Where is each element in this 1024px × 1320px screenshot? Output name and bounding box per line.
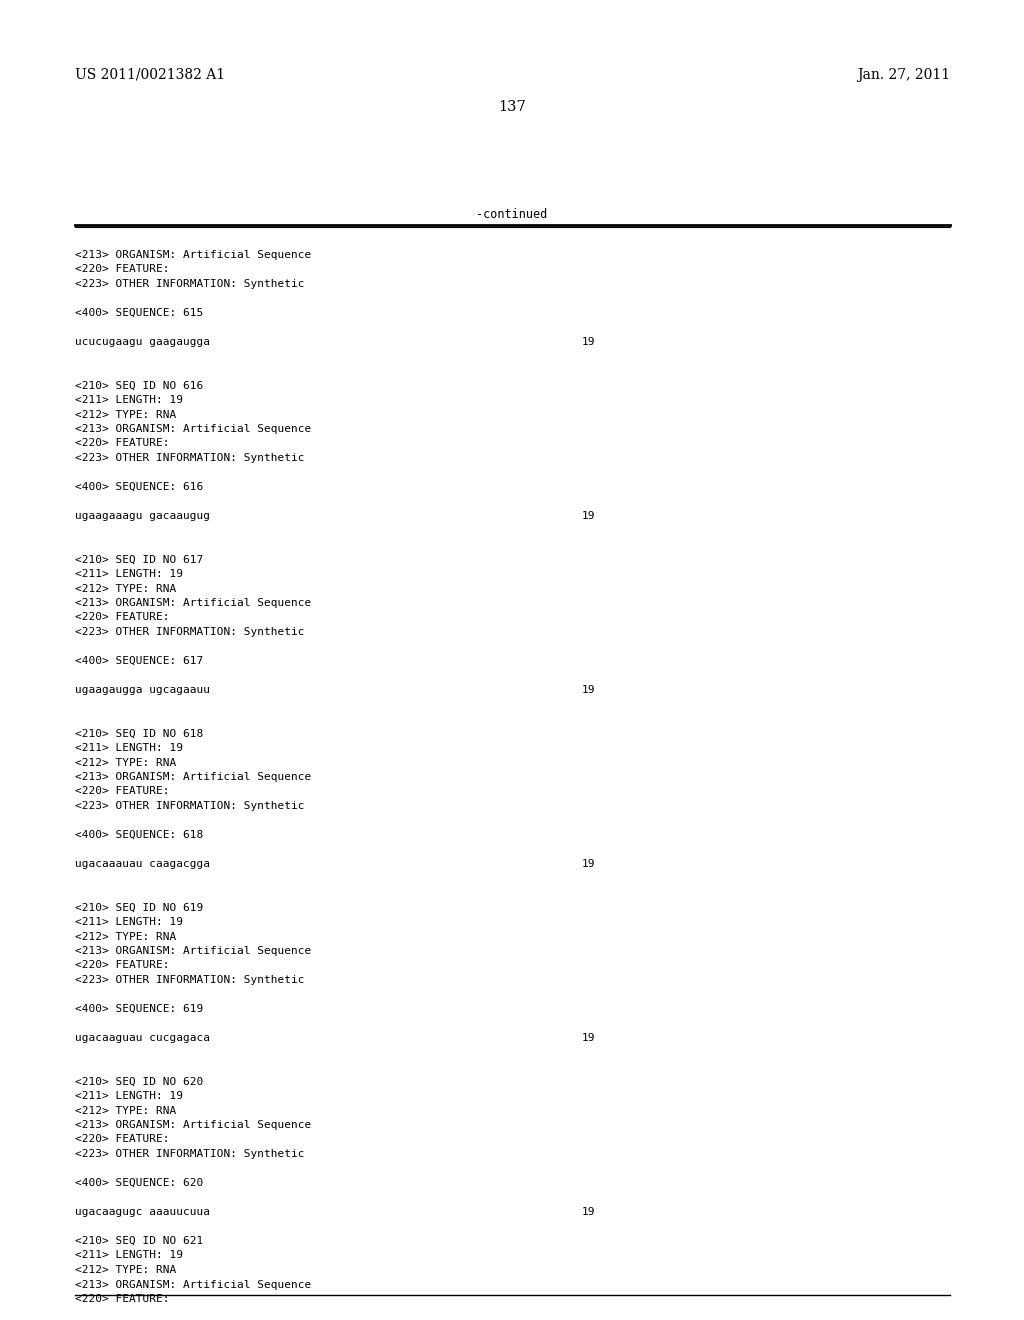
Text: <223> OTHER INFORMATION: Synthetic: <223> OTHER INFORMATION: Synthetic	[75, 801, 304, 810]
Text: <213> ORGANISM: Artificial Sequence: <213> ORGANISM: Artificial Sequence	[75, 424, 311, 434]
Text: <211> LENGTH: 19: <211> LENGTH: 19	[75, 917, 183, 927]
Text: <210> SEQ ID NO 621: <210> SEQ ID NO 621	[75, 1236, 203, 1246]
Text: <210> SEQ ID NO 617: <210> SEQ ID NO 617	[75, 554, 203, 565]
Text: <212> TYPE: RNA: <212> TYPE: RNA	[75, 758, 176, 767]
Text: <213> ORGANISM: Artificial Sequence: <213> ORGANISM: Artificial Sequence	[75, 249, 311, 260]
Text: <223> OTHER INFORMATION: Synthetic: <223> OTHER INFORMATION: Synthetic	[75, 627, 304, 638]
Text: <220> FEATURE:: <220> FEATURE:	[75, 787, 170, 796]
Text: <213> ORGANISM: Artificial Sequence: <213> ORGANISM: Artificial Sequence	[75, 946, 311, 956]
Text: ugaagaugga ugcagaauu: ugaagaugga ugcagaauu	[75, 685, 210, 696]
Text: <223> OTHER INFORMATION: Synthetic: <223> OTHER INFORMATION: Synthetic	[75, 975, 304, 985]
Text: <212> TYPE: RNA: <212> TYPE: RNA	[75, 583, 176, 594]
Text: 19: 19	[582, 1034, 596, 1043]
Text: <211> LENGTH: 19: <211> LENGTH: 19	[75, 1092, 183, 1101]
Text: <400> SEQUENCE: 615: <400> SEQUENCE: 615	[75, 308, 203, 318]
Text: <210> SEQ ID NO 616: <210> SEQ ID NO 616	[75, 380, 203, 391]
Text: <400> SEQUENCE: 619: <400> SEQUENCE: 619	[75, 1005, 203, 1014]
Text: <211> LENGTH: 19: <211> LENGTH: 19	[75, 569, 183, 579]
Text: <220> FEATURE:: <220> FEATURE:	[75, 438, 170, 449]
Text: <211> LENGTH: 19: <211> LENGTH: 19	[75, 1250, 183, 1261]
Text: -continued: -continued	[476, 209, 548, 220]
Text: 19: 19	[582, 337, 596, 347]
Text: <400> SEQUENCE: 620: <400> SEQUENCE: 620	[75, 1177, 203, 1188]
Text: <213> ORGANISM: Artificial Sequence: <213> ORGANISM: Artificial Sequence	[75, 598, 311, 609]
Text: 19: 19	[582, 859, 596, 869]
Text: <220> FEATURE:: <220> FEATURE:	[75, 612, 170, 623]
Text: <212> TYPE: RNA: <212> TYPE: RNA	[75, 409, 176, 420]
Text: ugacaaauau caagacgga: ugacaaauau caagacgga	[75, 859, 210, 869]
Text: 19: 19	[582, 511, 596, 521]
Text: 137: 137	[498, 100, 526, 114]
Text: <210> SEQ ID NO 620: <210> SEQ ID NO 620	[75, 1077, 203, 1086]
Text: <400> SEQUENCE: 616: <400> SEQUENCE: 616	[75, 482, 203, 492]
Text: ugacaagugc aaauucuua: ugacaagugc aaauucuua	[75, 1206, 210, 1217]
Text: <213> ORGANISM: Artificial Sequence: <213> ORGANISM: Artificial Sequence	[75, 1279, 311, 1290]
Text: <213> ORGANISM: Artificial Sequence: <213> ORGANISM: Artificial Sequence	[75, 1119, 311, 1130]
Text: <211> LENGTH: 19: <211> LENGTH: 19	[75, 743, 183, 752]
Text: <220> FEATURE:: <220> FEATURE:	[75, 264, 170, 275]
Text: <223> OTHER INFORMATION: Synthetic: <223> OTHER INFORMATION: Synthetic	[75, 279, 304, 289]
Text: <220> FEATURE:: <220> FEATURE:	[75, 1134, 170, 1144]
Text: <212> TYPE: RNA: <212> TYPE: RNA	[75, 1106, 176, 1115]
Text: US 2011/0021382 A1: US 2011/0021382 A1	[75, 69, 225, 82]
Text: <212> TYPE: RNA: <212> TYPE: RNA	[75, 932, 176, 941]
Text: 19: 19	[582, 685, 596, 696]
Text: <210> SEQ ID NO 618: <210> SEQ ID NO 618	[75, 729, 203, 738]
Text: <210> SEQ ID NO 619: <210> SEQ ID NO 619	[75, 903, 203, 912]
Text: ugacaaguau cucgagaca: ugacaaguau cucgagaca	[75, 1034, 210, 1043]
Text: <213> ORGANISM: Artificial Sequence: <213> ORGANISM: Artificial Sequence	[75, 772, 311, 781]
Text: ugaagaaagu gacaaugug: ugaagaaagu gacaaugug	[75, 511, 210, 521]
Text: Jan. 27, 2011: Jan. 27, 2011	[857, 69, 950, 82]
Text: <212> TYPE: RNA: <212> TYPE: RNA	[75, 1265, 176, 1275]
Text: <211> LENGTH: 19: <211> LENGTH: 19	[75, 395, 183, 405]
Text: <223> OTHER INFORMATION: Synthetic: <223> OTHER INFORMATION: Synthetic	[75, 1148, 304, 1159]
Text: <400> SEQUENCE: 618: <400> SEQUENCE: 618	[75, 830, 203, 840]
Text: ucucugaagu gaagaugga: ucucugaagu gaagaugga	[75, 337, 210, 347]
Text: <400> SEQUENCE: 617: <400> SEQUENCE: 617	[75, 656, 203, 667]
Text: <220> FEATURE:: <220> FEATURE:	[75, 1294, 170, 1304]
Text: <220> FEATURE:: <220> FEATURE:	[75, 961, 170, 970]
Text: <223> OTHER INFORMATION: Synthetic: <223> OTHER INFORMATION: Synthetic	[75, 453, 304, 463]
Text: 19: 19	[582, 1206, 596, 1217]
